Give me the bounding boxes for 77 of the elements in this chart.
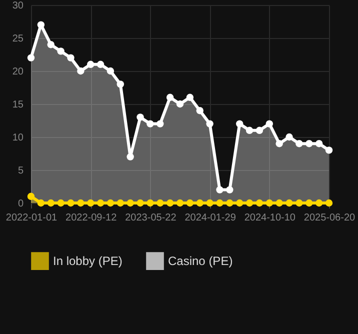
point [246, 199, 254, 207]
point [276, 199, 283, 207]
point [315, 140, 323, 148]
point [206, 120, 214, 128]
point [226, 186, 234, 194]
point [136, 199, 144, 207]
point [57, 199, 64, 207]
y-tick-label: 25 [12, 34, 24, 44]
y-tick-label: 30 [12, 0, 24, 12]
point [146, 120, 154, 128]
point [156, 120, 164, 128]
point [286, 133, 293, 141]
point [47, 199, 54, 207]
point [27, 192, 35, 200]
point [146, 199, 154, 207]
point [96, 60, 104, 68]
point [296, 199, 303, 207]
point [315, 199, 323, 207]
point [57, 48, 64, 55]
point [126, 153, 134, 160]
point [67, 54, 74, 62]
point [216, 199, 224, 207]
point [37, 21, 45, 28]
point [196, 107, 204, 114]
point [126, 199, 134, 207]
point [77, 67, 84, 75]
legend-label: Casino (PE) [168, 254, 233, 268]
point [116, 199, 124, 207]
point [306, 199, 313, 207]
point [37, 199, 45, 207]
point [67, 199, 74, 207]
point [216, 186, 224, 194]
point [266, 120, 274, 128]
point [206, 199, 214, 207]
point [77, 199, 84, 207]
y-tick-label: 10 [12, 132, 24, 144]
point [166, 199, 174, 207]
point [325, 199, 333, 207]
x-tick-label: 2022-09-12 [66, 212, 118, 224]
x-tick-label: 2024-10-10 [244, 212, 296, 224]
point [106, 67, 114, 75]
point [166, 94, 174, 101]
point [286, 199, 293, 207]
point [86, 199, 94, 207]
point [236, 199, 244, 207]
point [256, 126, 264, 134]
point [325, 146, 333, 154]
point [47, 41, 54, 48]
point [226, 199, 234, 207]
point [236, 120, 244, 128]
point [256, 199, 264, 207]
y-tick-label: 20 [12, 66, 24, 78]
legend-label: In lobby (PE) [53, 254, 122, 268]
point [296, 140, 303, 148]
point [86, 60, 94, 68]
point [186, 94, 194, 101]
point [106, 199, 114, 207]
point [27, 54, 35, 62]
x-tick-label: 2024-01-29 [184, 212, 236, 224]
point [276, 140, 283, 148]
x-tick-label: 2023-05-22 [125, 212, 177, 224]
point [176, 100, 184, 108]
point [176, 199, 184, 207]
point [156, 199, 164, 207]
y-tick-label: 15 [12, 100, 24, 110]
point [306, 140, 313, 148]
point [96, 199, 104, 207]
point [116, 80, 124, 88]
point [246, 126, 254, 134]
y-tick-label: 0 [18, 198, 24, 210]
point [266, 199, 274, 207]
point [186, 199, 194, 207]
x-tick-label: 2025-06-20 [304, 212, 356, 224]
point [196, 199, 204, 207]
x-tick-label: 2022-01-01 [6, 212, 58, 224]
y-tick-label: 5 [18, 166, 24, 176]
point [136, 114, 144, 121]
